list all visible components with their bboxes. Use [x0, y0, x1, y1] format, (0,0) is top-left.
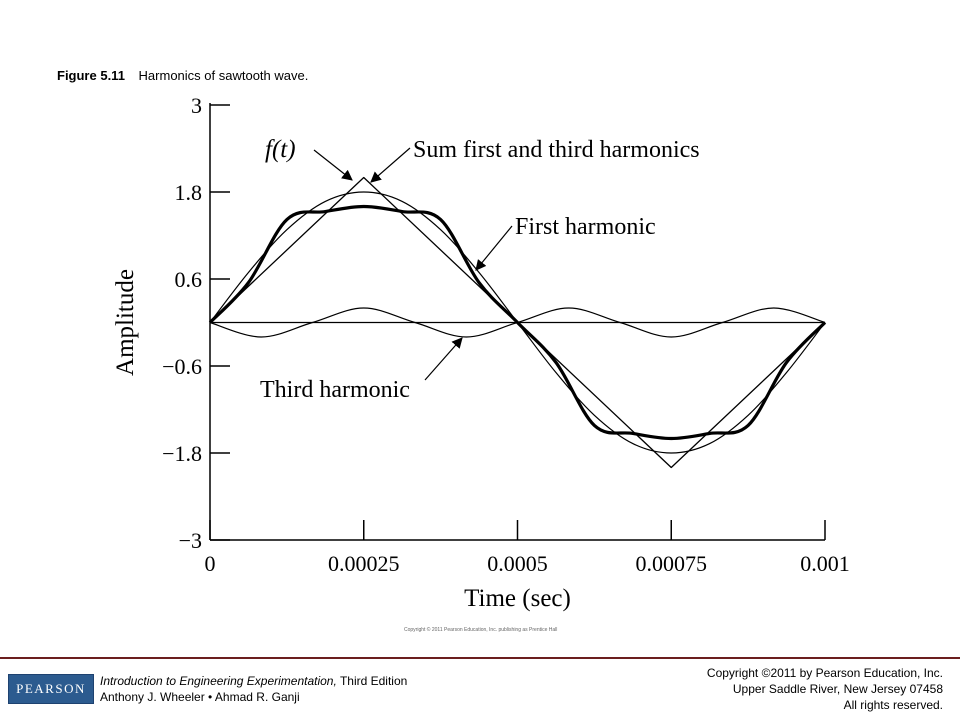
y-tick-label: −0.6 — [162, 354, 202, 379]
y-tick-label: 1.8 — [175, 180, 203, 205]
copyright-line-3: All rights reserved. — [843, 698, 943, 712]
y-tick-label: 3 — [191, 93, 202, 118]
annotation-label-sum-first-and-third-harmonics: Sum first and third harmonics — [413, 137, 700, 163]
annotation-arrow-f-t — [313, 149, 353, 181]
book-edition: Third Edition — [339, 674, 408, 688]
x-tick-label: 0.00025 — [328, 551, 400, 576]
figure-caption: Figure 5.11 Harmonics of sawtooth wave. — [57, 68, 308, 83]
annotation-label-third-harmonic: Third harmonic — [260, 377, 410, 403]
x-axis-title: Time (sec) — [464, 585, 571, 612]
figure-copyright: Copyright © 2011 Pearson Education, Inc.… — [404, 627, 558, 633]
book-title: Introduction to Engineering Experimentat… — [100, 674, 337, 688]
x-tick-label: 0.0005 — [487, 551, 548, 576]
y-tick-label: −3 — [179, 528, 202, 553]
footer-divider — [0, 657, 960, 659]
y-tick-label: 0.6 — [175, 267, 203, 292]
y-tick-label: −1.8 — [162, 441, 202, 466]
pearson-logo: PEARSON — [8, 674, 94, 704]
series-layer — [208, 176, 827, 469]
y-axis-title: Amplitude — [112, 269, 139, 376]
annotation-label-f-t: f(t) — [265, 136, 296, 163]
copyright-block: Copyright ©2011 by Pearson Education, In… — [707, 665, 943, 713]
series-line-sum-first-and-third-harmonics — [208, 204, 827, 441]
axes: 3 1.8 0.6 −0.6 −1.8 −30 0.00025 0.0005 0.00075 0.… — [112, 93, 850, 612]
x-tick-label: 0.00075 — [636, 551, 708, 576]
figure-title: Harmonics of sawtooth wave. — [138, 68, 309, 83]
figure-number: Figure 5.11 — [57, 68, 125, 83]
annotation-label-first-harmonic: First harmonic — [515, 214, 656, 240]
x-tick-label: 0 — [205, 551, 216, 576]
annotation-arrow-sum-first-and-third-harmonics — [370, 147, 411, 183]
x-tick-label: 0.001 — [800, 551, 850, 576]
chart: 3 1.8 0.6 −0.6 −1.8 −30 0.00025 0.0005 0.00075 0.… — [112, 93, 850, 612]
copyright-line-1: Copyright ©2011 by Pearson Education, In… — [706, 666, 943, 680]
book-info: Introduction to Engineering Experimentat… — [100, 673, 407, 705]
book-authors: Anthony J. Wheeler • Ahmad R. Ganji — [100, 690, 300, 704]
annotation-arrow-third-harmonic — [424, 337, 463, 381]
annotation-arrow-first-harmonic — [475, 225, 513, 271]
pearson-logo-text: PEARSON — [16, 681, 86, 696]
annotations: f(t) Sum first and third harmonics First h… — [260, 136, 700, 403]
copyright-line-2: Upper Saddle River, New Jersey 07458 — [732, 682, 943, 696]
